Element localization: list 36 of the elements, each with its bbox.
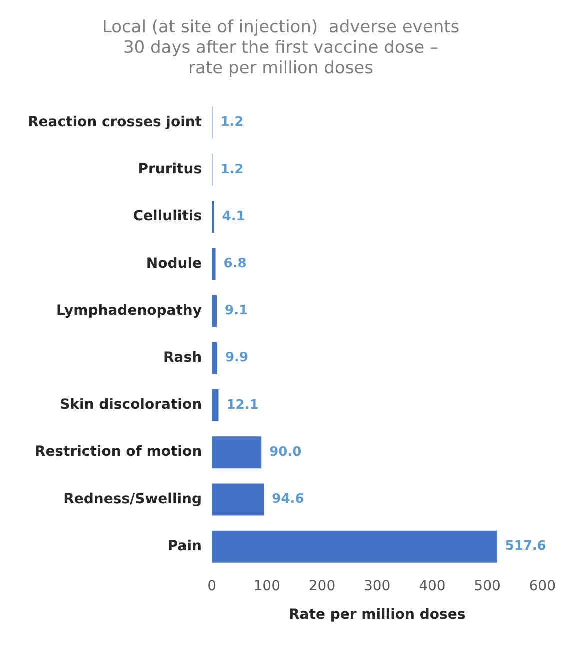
y-tick-label: Nodule bbox=[146, 256, 202, 272]
x-axis-title: Rate per million doses bbox=[289, 607, 466, 624]
chart-title: Local (at site of injection) adverse events 30 days after the first vaccine dose – rate per million doses bbox=[102, 18, 460, 78]
y-tick-label: Redness/Swelling bbox=[64, 491, 202, 508]
bar bbox=[212, 484, 264, 516]
x-tick-label: 500 bbox=[474, 578, 501, 594]
y-tick-label: Pruritus bbox=[138, 162, 202, 178]
bar bbox=[212, 295, 218, 328]
data-label: 94.6 bbox=[272, 492, 304, 508]
bar bbox=[212, 530, 498, 563]
y-tick-label: Cellulitis bbox=[133, 208, 202, 225]
x-tick-label: 300 bbox=[364, 578, 391, 594]
y-tick-label: Lymphadenopathy bbox=[56, 302, 202, 319]
data-label: 90.0 bbox=[270, 444, 302, 460]
bar bbox=[212, 389, 219, 422]
y-tick-label: Skin discoloration bbox=[60, 397, 202, 414]
data-label: 9.9 bbox=[225, 350, 249, 366]
y-tick-label: Reaction crosses joint bbox=[28, 114, 202, 130]
y-tick-label: Pain bbox=[168, 538, 202, 554]
data-label: 517.6 bbox=[505, 539, 546, 554]
y-tick-label: Restriction of motion bbox=[34, 444, 202, 460]
bar bbox=[212, 248, 216, 280]
data-label: 1.2 bbox=[220, 162, 244, 178]
data-label: 12.1 bbox=[226, 398, 259, 413]
x-tick-label: 400 bbox=[419, 578, 446, 594]
data-label: 6.8 bbox=[224, 256, 247, 272]
data-label: 4.1 bbox=[222, 209, 246, 224]
bar bbox=[212, 342, 218, 374]
x-tick-label: 100 bbox=[254, 578, 281, 594]
x-tick-label: 0 bbox=[208, 578, 216, 594]
x-tick-label: 200 bbox=[308, 578, 336, 594]
data-label: 1.2 bbox=[220, 115, 244, 130]
bar bbox=[212, 436, 262, 469]
x-tick-label: 600 bbox=[529, 578, 556, 594]
data-label: 9.1 bbox=[225, 304, 248, 319]
y-tick-label: Rash bbox=[164, 350, 202, 366]
